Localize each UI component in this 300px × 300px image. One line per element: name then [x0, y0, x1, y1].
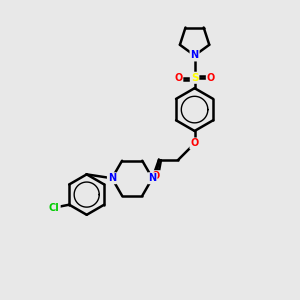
Text: N: N — [148, 173, 156, 183]
Text: N: N — [190, 50, 199, 61]
Text: O: O — [190, 139, 199, 148]
Text: O: O — [207, 73, 215, 83]
Text: N: N — [108, 173, 116, 183]
Text: Cl: Cl — [49, 203, 60, 213]
Text: O: O — [174, 73, 182, 83]
Text: S: S — [191, 73, 198, 83]
Text: O: O — [152, 171, 160, 181]
